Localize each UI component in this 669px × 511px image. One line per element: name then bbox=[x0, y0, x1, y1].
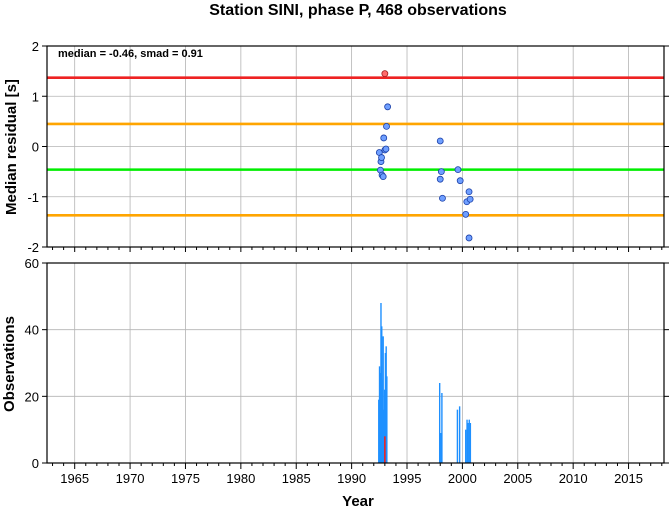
residual-point bbox=[456, 177, 464, 185]
residual-point bbox=[465, 188, 473, 196]
observation-bar bbox=[468, 419, 470, 463]
outlier-observation-bar bbox=[384, 436, 386, 463]
observation-bar bbox=[381, 379, 384, 463]
residual-point bbox=[436, 175, 444, 183]
residual-point bbox=[378, 154, 385, 161]
residual-y-tick-label: -1 bbox=[27, 190, 39, 205]
observation-bar bbox=[379, 373, 381, 463]
observations-y-axis-label: Observations bbox=[1, 316, 18, 412]
year-tick-label: 2000 bbox=[448, 471, 477, 486]
residual-point bbox=[380, 134, 388, 142]
median-annotation: median = -0.46, smad = 0.91 bbox=[58, 48, 203, 60]
residual-y-tick-label: 0 bbox=[32, 140, 39, 155]
year-tick-label: 1970 bbox=[116, 471, 145, 486]
observation-bar bbox=[467, 423, 469, 463]
year-tick-label: 1990 bbox=[337, 471, 366, 486]
residual-y-axis-label: Median residual [s] bbox=[3, 79, 20, 215]
residual-point bbox=[437, 168, 445, 176]
residual-y-ticks: 2 1 0 -1 -2 bbox=[27, 39, 669, 255]
observation-bar bbox=[458, 406, 461, 463]
residual-point bbox=[466, 195, 474, 203]
year-tick-label: 1995 bbox=[393, 471, 422, 486]
observations-panel: 60 40 20 0 1965 1970 1975 1980 1985 1990 1995 2000… bbox=[1, 247, 669, 510]
observation-bar bbox=[456, 409, 459, 463]
observation-bar bbox=[465, 429, 467, 463]
year-x-ticks: 1965 1970 1975 1980 1985 1990 1995 2000 2005 2010… bbox=[52, 247, 663, 486]
residual-grid bbox=[47, 45, 664, 248]
residual-y-tick-label: 2 bbox=[32, 39, 39, 54]
observation-bar bbox=[383, 389, 386, 463]
observations-y-ticks: 60 40 20 0 bbox=[25, 256, 669, 471]
observation-bar bbox=[466, 419, 468, 463]
residual-point bbox=[384, 103, 392, 111]
residual-point bbox=[454, 166, 462, 174]
observation-bar bbox=[382, 336, 384, 463]
observation-bar bbox=[378, 399, 380, 463]
year-tick-label: 1980 bbox=[226, 471, 255, 486]
observations-plot-frame bbox=[46, 262, 665, 464]
observation-bar bbox=[441, 393, 443, 463]
year-tick-label: 2005 bbox=[503, 471, 532, 486]
residual-point bbox=[465, 234, 473, 242]
year-tick-label: 1985 bbox=[282, 471, 311, 486]
residual-point bbox=[439, 194, 446, 202]
year-tick-label: 2010 bbox=[559, 471, 588, 486]
observations-y-tick-label: 0 bbox=[32, 456, 39, 471]
residual-y-tick-label: 1 bbox=[32, 89, 39, 104]
observations-y-tick-label: 60 bbox=[25, 256, 39, 271]
observations-bars bbox=[378, 303, 472, 463]
year-tick-label: 2015 bbox=[614, 471, 643, 486]
x-axis-label: Year bbox=[342, 493, 374, 510]
outlier-point bbox=[381, 70, 389, 78]
year-tick-label: 1965 bbox=[60, 471, 89, 486]
residual-panel: 2 1 0 -1 -2 Station SINI, phase P, 468 obser… bbox=[3, 2, 669, 255]
observations-y-tick-label: 40 bbox=[25, 323, 39, 338]
observation-bar bbox=[384, 353, 387, 463]
residual-point bbox=[436, 137, 444, 145]
year-tick-label: 1975 bbox=[171, 471, 200, 486]
observation-bar bbox=[438, 383, 441, 463]
observation-bar bbox=[380, 303, 382, 463]
residual-point bbox=[462, 210, 470, 218]
observations-y-tick-label: 20 bbox=[25, 389, 39, 404]
residual-points bbox=[375, 70, 474, 242]
observation-bar bbox=[386, 376, 388, 463]
chart-title: Station SINI, phase P, 468 observations bbox=[209, 2, 507, 19]
observation-bar bbox=[440, 433, 442, 463]
observation-bar bbox=[469, 423, 472, 463]
residual-point bbox=[379, 173, 387, 181]
residual-reference-lines bbox=[47, 76, 664, 217]
residual-point bbox=[382, 145, 390, 153]
observations-grid bbox=[47, 262, 664, 464]
residual-y-tick-label: -2 bbox=[27, 240, 39, 255]
residual-point bbox=[383, 123, 390, 130]
